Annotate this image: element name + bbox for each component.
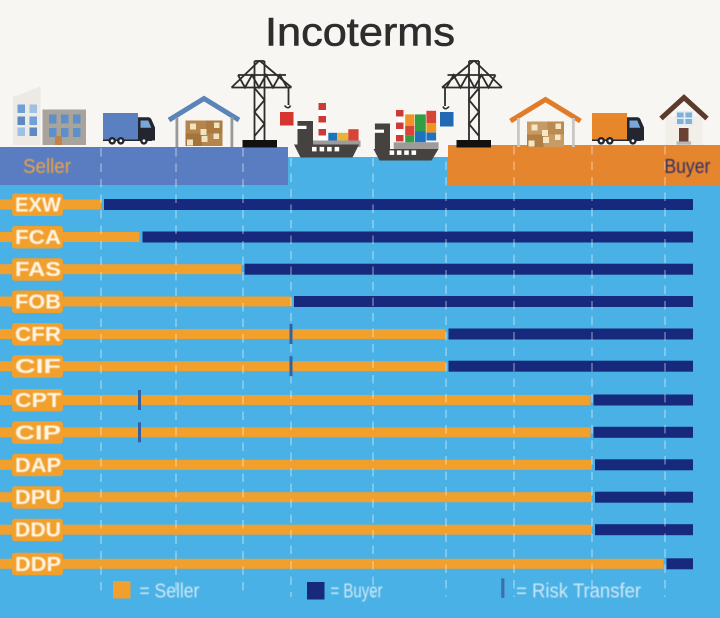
- svg-text:CPT: CPT: [15, 390, 61, 412]
- svg-text:EXW: EXW: [15, 195, 61, 217]
- svg-text:Incoterms: Incoterms: [265, 11, 455, 55]
- svg-text:Buyer: Buyer: [664, 156, 710, 178]
- svg-text:FOB: FOB: [15, 292, 61, 314]
- svg-text:= Seller: = Seller: [139, 580, 199, 602]
- svg-text:DDU: DDU: [15, 520, 61, 542]
- svg-text:DAP: DAP: [15, 455, 61, 477]
- svg-text:DDP: DDP: [15, 554, 61, 576]
- svg-text:FAS: FAS: [15, 259, 61, 281]
- svg-text:DPU: DPU: [15, 487, 61, 509]
- svg-text:= Risk Transfer: = Risk Transfer: [516, 580, 641, 602]
- svg-text:FCA: FCA: [15, 227, 61, 249]
- svg-text:CIF: CIF: [15, 356, 61, 378]
- svg-text:CIP: CIP: [15, 422, 61, 444]
- svg-text:= Buyer: = Buyer: [331, 580, 383, 602]
- svg-text:CFR: CFR: [15, 324, 62, 346]
- svg-text:Seller: Seller: [23, 156, 71, 178]
